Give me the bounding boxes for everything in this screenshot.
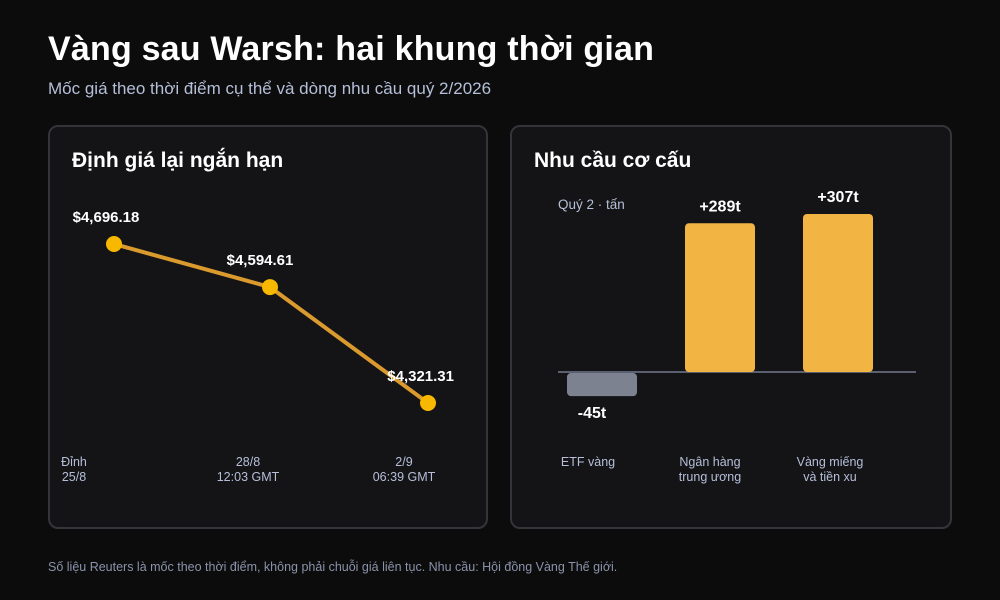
x-tick-label: 2/9 bbox=[395, 455, 412, 469]
demand-bar bbox=[803, 214, 873, 372]
x-tick-label: 28/8 bbox=[236, 455, 260, 469]
bar-chart-panel: Nhu cầu cơ cấu Quý 2 · tấn -45t +289t +307t… bbox=[510, 125, 952, 529]
bar-data-label: +289t bbox=[699, 198, 741, 215]
price-point bbox=[420, 395, 436, 411]
x-tick-label: 25/8 bbox=[62, 470, 86, 484]
x-tick-label: Đỉnh bbox=[61, 455, 87, 469]
price-data-label: $4,594.61 bbox=[227, 252, 294, 269]
price-point bbox=[262, 279, 278, 296]
bar-chart-svg: Quý 2 · tấn -45t +289t +307t ETF vàng Ngân hà… bbox=[558, 189, 916, 484]
footnote: Số liệu Reuters là mốc theo thời điểm, k… bbox=[48, 560, 618, 574]
category-label: ETF vàng bbox=[561, 455, 615, 469]
bar-data-label: -45t bbox=[578, 405, 607, 422]
unit-note: Quý 2 · tấn bbox=[558, 197, 625, 212]
page-subtitle: Mốc giá theo thời điểm cụ thể và dòng nh… bbox=[48, 79, 492, 98]
x-tick-label: 12:03 GMT bbox=[217, 470, 280, 484]
price-data-label: $4,696.18 bbox=[73, 209, 140, 226]
bar-chart-title: Nhu cầu cơ cấu bbox=[534, 149, 692, 172]
category-label: trung ương bbox=[679, 470, 741, 484]
price-data-label: $4,321.31 bbox=[387, 368, 454, 385]
bar-data-label: +307t bbox=[817, 189, 859, 206]
x-tick-label: 06:39 GMT bbox=[373, 470, 436, 484]
category-label: và tiền xu bbox=[803, 470, 857, 484]
page-title: Vàng sau Warsh: hai khung thời gian bbox=[48, 30, 655, 68]
category-label: Vàng miếng bbox=[797, 455, 864, 469]
demand-bar bbox=[685, 223, 755, 372]
category-label: Ngân hàng bbox=[679, 455, 740, 469]
line-chart-panel: Định giá lại ngắn hạn $4,696.18 $4,594.61… bbox=[48, 125, 488, 529]
price-point bbox=[106, 236, 122, 252]
line-chart-title: Định giá lại ngắn hạn bbox=[72, 149, 284, 172]
demand-bar bbox=[567, 373, 637, 397]
